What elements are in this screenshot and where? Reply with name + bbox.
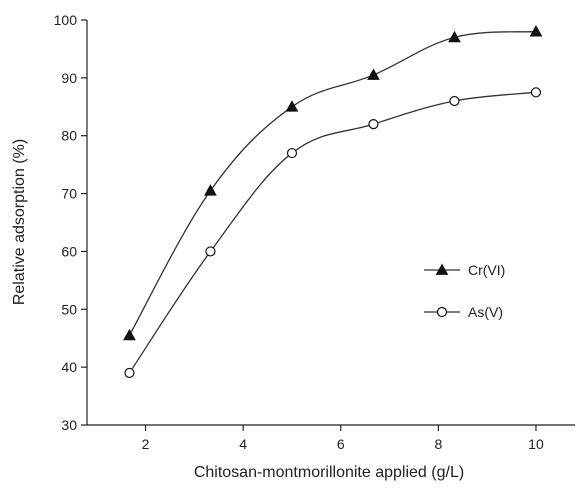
data-point-series-2	[205, 246, 216, 257]
data-point-series-2	[286, 147, 298, 159]
legend-marker-1	[435, 263, 449, 275]
legend-label-1: Cr(VI)	[468, 262, 505, 278]
x-tick-label: 4	[239, 436, 247, 452]
y-tick-label: 30	[61, 417, 77, 433]
x-tick-label: 6	[337, 436, 345, 452]
data-point-series-2	[124, 367, 135, 379]
legend: Cr(VI) As(V)	[424, 262, 505, 320]
y-axis-title: Relative adsorption (%)	[11, 139, 28, 305]
x-tick-label: 2	[142, 436, 150, 452]
y-tick-label: 70	[61, 186, 77, 202]
y-tick-label: 80	[61, 128, 77, 144]
y-tick-label: 60	[61, 243, 77, 259]
x-tick-label: 10	[528, 436, 544, 452]
data-point-series-1	[204, 184, 217, 196]
data-point-series-1	[448, 30, 461, 43]
y-tick-label: 50	[61, 301, 77, 317]
y-tick-label: 100	[54, 12, 78, 28]
series-line-2	[128, 91, 537, 374]
data-point-series-2	[530, 87, 542, 98]
legend-label-2: As(V)	[468, 304, 503, 320]
data-point-series-1	[285, 100, 299, 112]
data-point-series-1	[367, 68, 380, 80]
data-point-series-1	[123, 328, 136, 341]
y-tick-label: 40	[61, 359, 77, 375]
series-line-1	[128, 30, 537, 336]
axes: 30 40 50 60 70 80 90 100 2 4 6 8 10	[54, 12, 575, 452]
legend-marker-2	[436, 306, 448, 318]
data-point-series-2	[449, 95, 460, 107]
x-axis-title: Chitosan-montmorillonite applied (g/L)	[194, 464, 464, 481]
series-group	[123, 25, 543, 379]
data-point-series-1	[529, 25, 543, 37]
y-tick-label: 90	[61, 70, 77, 86]
data-point-series-2	[368, 119, 379, 130]
x-tick-label: 8	[434, 436, 442, 452]
